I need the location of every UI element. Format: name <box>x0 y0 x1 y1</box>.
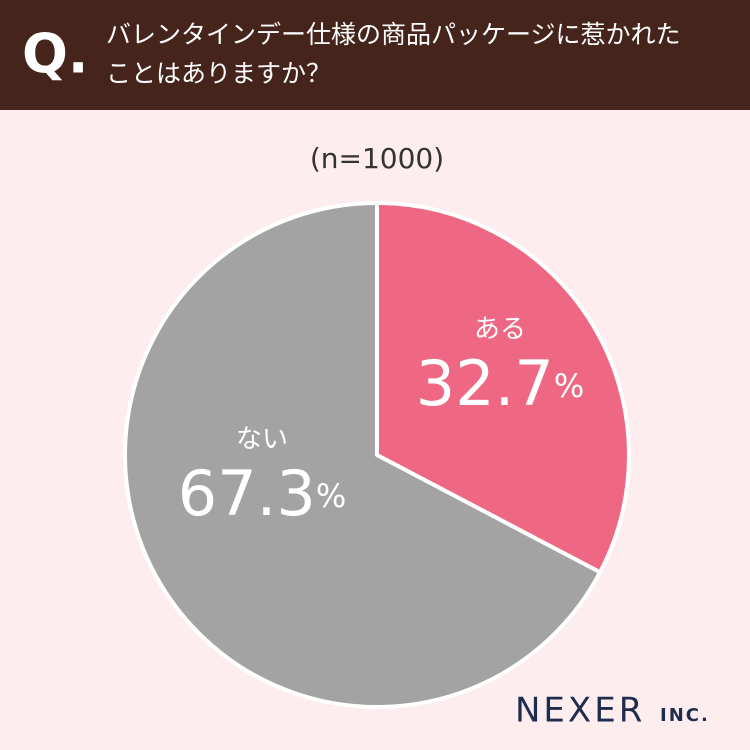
slice-value-label: 32.7% <box>416 347 584 420</box>
chart-title-line: バレンタインデー仕様の商品パッケージに惹かれた <box>106 20 681 49</box>
logo: NEXER <box>515 691 645 731</box>
pie-slice <box>123 201 603 709</box>
header-band <box>0 0 750 110</box>
slice-value-label: 67.3% <box>178 457 346 530</box>
pie-slice <box>375 201 631 575</box>
subtitle: (n=1000) <box>310 142 444 175</box>
slice-category-label: ある <box>474 315 526 345</box>
logo-suffix: INC. <box>660 705 710 726</box>
question-label: Q. <box>22 23 88 86</box>
chart-title-line: ことはありますか？ <box>106 59 331 88</box>
slice-category-label: ない <box>236 425 288 455</box>
